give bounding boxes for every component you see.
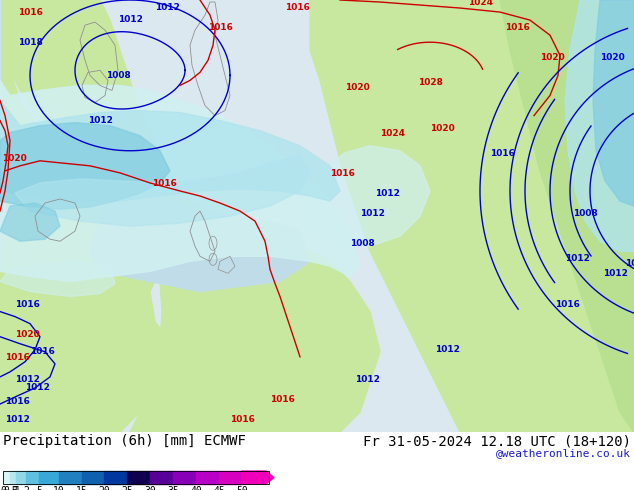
Bar	[26, 471, 39, 484]
Polygon shape	[0, 80, 360, 281]
Text: 1012: 1012	[5, 415, 30, 424]
Polygon shape	[565, 0, 634, 251]
Bar	[3, 471, 10, 484]
Bar	[150, 471, 173, 484]
Text: 1024: 1024	[380, 129, 405, 138]
Bar	[10, 471, 16, 484]
Text: 1008: 1008	[350, 239, 375, 248]
Bar	[82, 471, 105, 484]
Text: 1020: 1020	[600, 53, 624, 62]
Text: Fr 31-05-2024 12.18 UTC (18+120): Fr 31-05-2024 12.18 UTC (18+120)	[363, 434, 631, 448]
Text: 50: 50	[236, 486, 248, 490]
Text: 1012: 1012	[87, 116, 112, 124]
Bar	[3, 471, 269, 484]
Text: 1016: 1016	[5, 397, 30, 406]
Polygon shape	[0, 100, 340, 203]
Polygon shape	[0, 0, 175, 432]
Bar	[196, 471, 219, 484]
Text: 25: 25	[122, 486, 133, 490]
Text: 1016: 1016	[15, 299, 40, 309]
Text: 1016: 1016	[5, 353, 30, 362]
Text: 1020: 1020	[540, 53, 565, 62]
Polygon shape	[305, 146, 430, 246]
Text: 1016: 1016	[555, 299, 580, 309]
Text: 1008: 1008	[106, 72, 131, 80]
Text: 1016: 1016	[30, 347, 55, 356]
Text: 1: 1	[13, 486, 19, 490]
Polygon shape	[0, 0, 380, 432]
Text: 1016: 1016	[18, 8, 43, 17]
Bar	[173, 471, 196, 484]
Bar	[39, 471, 58, 484]
Text: 20: 20	[98, 486, 110, 490]
Text: 1024: 1024	[468, 0, 493, 7]
Text: 35: 35	[167, 486, 179, 490]
Text: 1016: 1016	[490, 149, 515, 158]
Text: 1020: 1020	[430, 123, 455, 133]
Text: 1012: 1012	[15, 375, 40, 384]
Text: 1018: 1018	[18, 38, 43, 47]
Text: 10: 10	[53, 486, 65, 490]
Polygon shape	[0, 0, 634, 432]
Text: @weatheronline.co.uk: @weatheronline.co.uk	[496, 448, 631, 458]
Text: 1012: 1012	[360, 209, 385, 218]
Text: 1016: 1016	[270, 395, 295, 404]
Bar	[127, 471, 150, 484]
Polygon shape	[593, 0, 634, 206]
Bar	[105, 471, 127, 484]
Text: 1016: 1016	[230, 415, 255, 424]
Polygon shape	[0, 261, 115, 296]
Polygon shape	[0, 122, 170, 209]
Polygon shape	[0, 0, 20, 251]
Text: 40: 40	[190, 486, 202, 490]
Text: 1020: 1020	[345, 83, 370, 93]
Text: 45: 45	[213, 486, 225, 490]
Text: 0.1: 0.1	[3, 486, 21, 490]
Polygon shape	[310, 0, 634, 432]
Text: 1016: 1016	[152, 179, 177, 188]
Polygon shape	[500, 0, 634, 432]
Text: 1012: 1012	[155, 3, 180, 12]
Text: 1012: 1012	[375, 189, 400, 198]
Text: 30: 30	[145, 486, 156, 490]
Text: 1012: 1012	[117, 15, 143, 24]
Text: 1016: 1016	[208, 23, 233, 32]
Text: 1012: 1012	[565, 254, 590, 263]
Text: 0.5: 0.5	[1, 486, 18, 490]
Text: Precipitation (6h) [mm] ECMWF: Precipitation (6h) [mm] ECMWF	[3, 434, 246, 448]
Polygon shape	[90, 181, 310, 292]
Text: 1016: 1016	[285, 3, 310, 12]
Text: 1016: 1016	[330, 169, 355, 178]
Text: 1012: 1012	[355, 375, 380, 384]
Text: 1008: 1008	[625, 259, 634, 269]
Bar	[219, 471, 242, 484]
Text: 15: 15	[75, 486, 87, 490]
Text: 1008: 1008	[573, 209, 598, 218]
FancyArrow shape	[242, 471, 274, 484]
Text: 1012: 1012	[25, 383, 50, 392]
Polygon shape	[15, 156, 310, 226]
Text: 1020: 1020	[2, 154, 27, 163]
Text: 1016: 1016	[505, 23, 530, 32]
Text: 1028: 1028	[418, 78, 443, 87]
Polygon shape	[0, 203, 60, 241]
Bar	[58, 471, 82, 484]
Text: 2: 2	[23, 486, 29, 490]
Text: 5: 5	[36, 486, 42, 490]
Bar	[16, 471, 26, 484]
Text: 1012: 1012	[603, 270, 628, 278]
Text: 1020: 1020	[15, 330, 40, 339]
Text: 1012: 1012	[435, 345, 460, 354]
